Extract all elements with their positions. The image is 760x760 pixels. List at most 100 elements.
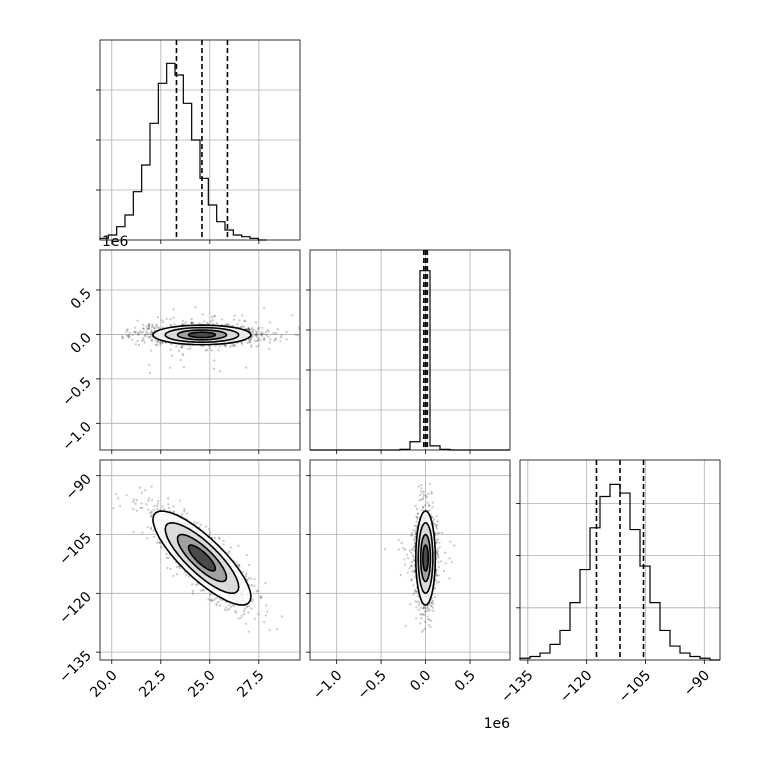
scatter-point xyxy=(194,306,197,309)
scatter-point xyxy=(208,528,211,531)
scatter-point xyxy=(150,330,153,333)
scatter-point xyxy=(413,569,416,572)
scatter-point xyxy=(170,324,173,327)
hist-bin xyxy=(600,497,610,660)
scatter-point xyxy=(253,328,256,331)
scatter-point xyxy=(250,328,253,331)
scatter-point xyxy=(153,504,156,507)
scatter-point xyxy=(131,338,134,341)
scatter-point xyxy=(151,323,154,326)
scatter-point xyxy=(250,607,253,610)
scatter-point xyxy=(151,325,154,328)
p0-p2-panel xyxy=(96,459,301,664)
scatter-point xyxy=(128,331,131,334)
scatter-point xyxy=(153,326,156,330)
scatter-point xyxy=(142,339,145,342)
scatter-point xyxy=(244,575,247,578)
scatter-point xyxy=(135,499,138,502)
hist-bin xyxy=(650,603,660,660)
scatter-point xyxy=(410,565,413,568)
scatter-point xyxy=(436,550,439,553)
scatter-point xyxy=(213,359,216,362)
scatter-point xyxy=(422,506,425,509)
scatter-point xyxy=(413,524,416,528)
scatter-point xyxy=(267,335,270,338)
scatter-point xyxy=(148,363,151,366)
hist-bin xyxy=(167,63,175,240)
hist-step xyxy=(310,270,510,451)
scatter-point xyxy=(250,345,253,349)
scatter-point xyxy=(133,330,136,333)
scatter-point xyxy=(426,615,429,618)
scatter-point xyxy=(200,589,203,592)
scatter-point xyxy=(255,333,258,336)
scatter-point xyxy=(157,502,160,505)
scatter-point xyxy=(425,610,428,613)
x-tick-label: −0.5 xyxy=(355,668,390,703)
scatter-point xyxy=(425,494,428,497)
scatter-point xyxy=(132,498,135,501)
scatter-point xyxy=(410,551,413,554)
scatter-point xyxy=(264,331,268,334)
scatter-point xyxy=(234,344,237,347)
scatter-point xyxy=(262,333,265,336)
scatter-point xyxy=(247,327,250,330)
scatter-point xyxy=(208,347,211,350)
x-tick-label: 25.0 xyxy=(185,668,218,701)
scatter-point xyxy=(167,503,170,506)
scatter-point xyxy=(436,520,439,523)
scatter-point xyxy=(417,595,420,598)
scatter-point xyxy=(161,326,164,329)
scatter-point xyxy=(257,337,260,340)
scatter-point xyxy=(428,509,431,512)
scatter-point xyxy=(144,335,147,338)
scatter-point xyxy=(265,333,268,337)
scatter-point xyxy=(413,570,416,573)
scatter-point xyxy=(264,581,267,585)
scatter-point xyxy=(150,515,153,518)
scatter-point xyxy=(431,601,434,604)
scatter-point xyxy=(210,599,213,602)
scatter-point xyxy=(420,487,423,490)
scatter-point xyxy=(190,321,193,325)
scatter-point xyxy=(420,617,423,620)
scatter-point xyxy=(146,328,149,331)
scatter-point xyxy=(430,492,433,495)
scatter-point xyxy=(249,339,252,343)
hist-bin xyxy=(680,653,690,660)
scatter-point xyxy=(435,574,438,577)
scatter-point xyxy=(217,536,221,539)
scatter-point xyxy=(190,318,193,321)
scatter-point xyxy=(132,530,135,534)
scatter-point xyxy=(205,525,208,528)
scatter-point xyxy=(272,332,275,335)
scatter-point xyxy=(403,563,407,566)
scatter-point xyxy=(153,327,156,330)
hist-p1-frame xyxy=(309,249,511,451)
hist-bin xyxy=(142,165,150,240)
contour-line xyxy=(187,544,217,572)
scatter-point xyxy=(209,593,212,597)
scatter-point xyxy=(213,537,216,540)
x-tick-label: 0.0 xyxy=(407,668,434,695)
scatter-point xyxy=(250,336,253,339)
scatter-point xyxy=(255,336,258,339)
scatter-point xyxy=(147,323,151,326)
scatter-point xyxy=(172,316,175,319)
scatter-point xyxy=(248,328,251,331)
scatter-point xyxy=(416,600,419,603)
scatter-point xyxy=(246,605,249,609)
hist-bin xyxy=(158,83,166,240)
scatter-point xyxy=(154,339,157,342)
scatter-point xyxy=(256,339,259,342)
scatter-point xyxy=(229,546,232,549)
hist-p0-frame xyxy=(99,39,301,241)
scatter-point xyxy=(268,347,271,350)
hist-bin xyxy=(430,446,440,450)
scatter-point xyxy=(155,324,158,327)
scatter-point xyxy=(259,339,262,342)
scatter-point xyxy=(209,531,212,534)
scatter-point xyxy=(220,318,223,321)
scatter-point xyxy=(431,506,434,509)
scatter-point xyxy=(420,483,423,486)
